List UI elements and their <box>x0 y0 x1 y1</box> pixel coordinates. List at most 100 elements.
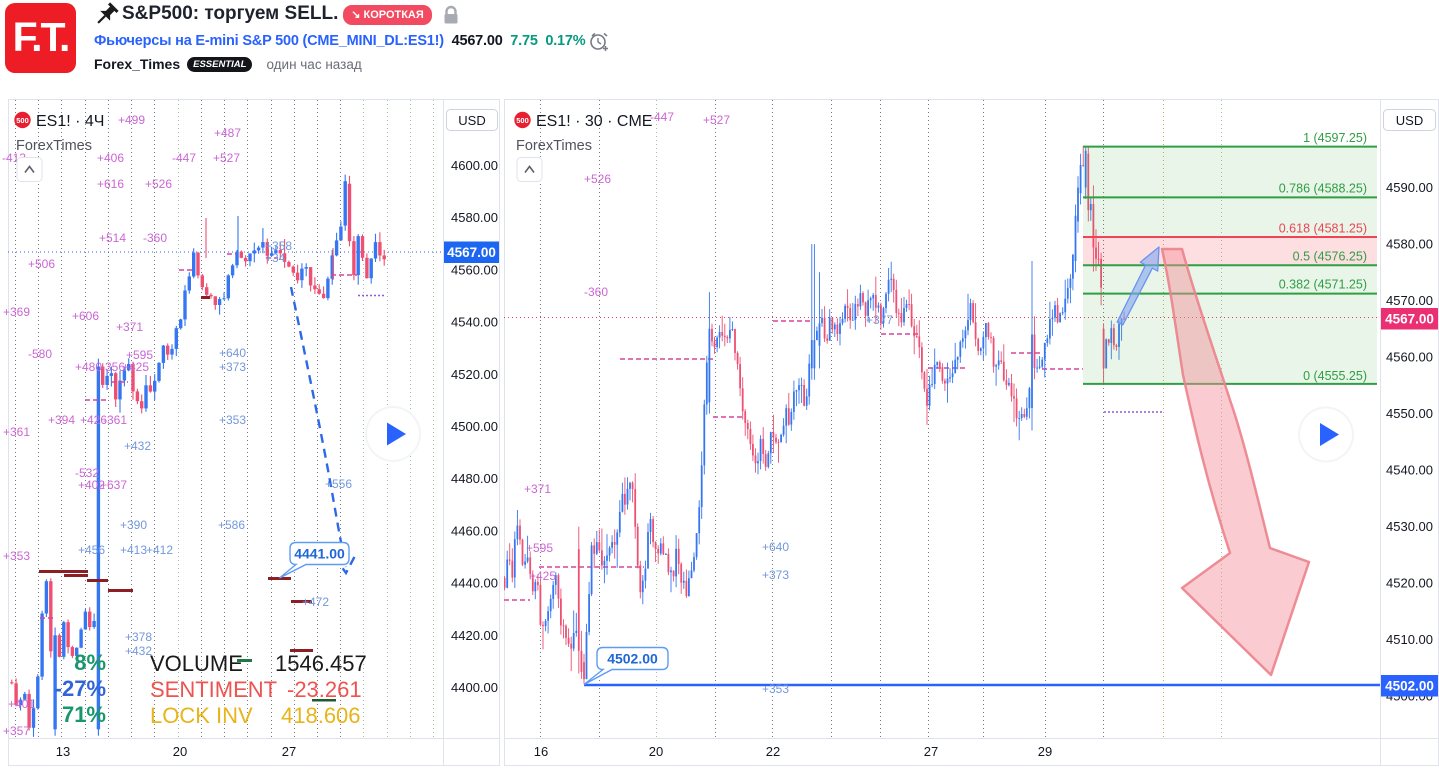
svg-text:-23.261: -23.261 <box>287 677 362 702</box>
svg-text:4441.00: 4441.00 <box>294 546 345 562</box>
svg-text:+402: +402 <box>78 478 105 492</box>
svg-text:0.382 (4571.25): 0.382 (4571.25) <box>1279 278 1367 292</box>
svg-text:-361: -361 <box>103 413 127 427</box>
svg-text:20: 20 <box>649 744 663 759</box>
svg-text:500: 500 <box>16 116 29 125</box>
svg-text:0.618 (4581.25): 0.618 (4581.25) <box>1279 222 1367 236</box>
svg-text:+413: +413 <box>120 543 147 557</box>
svg-text:4480.00: 4480.00 <box>451 471 498 486</box>
svg-text:4420.00: 4420.00 <box>451 628 498 643</box>
svg-text:29: 29 <box>1038 744 1052 759</box>
svg-text:+637: +637 <box>100 478 127 492</box>
svg-text:+526: +526 <box>584 172 611 186</box>
svg-text:+556: +556 <box>325 477 352 491</box>
svg-text:SENTIMENT: SENTIMENT <box>150 677 277 702</box>
svg-text:4520.00: 4520.00 <box>451 367 498 382</box>
svg-text:+412: +412 <box>146 543 173 557</box>
svg-text:+34: +34 <box>265 251 286 265</box>
svg-text:+369: +369 <box>3 305 30 319</box>
svg-text:500: 500 <box>516 116 529 125</box>
svg-text:-447: -447 <box>172 151 196 165</box>
svg-text:+378: +378 <box>125 630 152 644</box>
svg-text:USD: USD <box>458 113 485 128</box>
svg-text:ES1! · 4Ч: ES1! · 4Ч <box>36 113 104 130</box>
svg-text:4540.00: 4540.00 <box>451 315 498 330</box>
svg-text:4460.00: 4460.00 <box>451 523 498 538</box>
svg-text:USD: USD <box>1396 113 1423 128</box>
svg-text:LOCK INV: LOCK INV <box>150 703 253 728</box>
svg-text:+401: +401 <box>8 697 35 711</box>
svg-text:20: 20 <box>173 744 187 759</box>
svg-text:+361: +361 <box>3 425 30 439</box>
svg-text:VOLUME: VOLUME <box>150 651 243 676</box>
svg-text:ForexTimes: ForexTimes <box>16 138 92 154</box>
svg-text:4580.00: 4580.00 <box>1386 237 1433 252</box>
svg-text:+472: +472 <box>302 595 329 609</box>
svg-text:4400.00: 4400.00 <box>451 680 498 695</box>
svg-text:+406: +406 <box>97 151 124 165</box>
svg-text:+616: +616 <box>97 177 124 191</box>
svg-text:0 (4555.25): 0 (4555.25) <box>1303 369 1367 383</box>
svg-text:+506: +506 <box>28 257 55 271</box>
svg-text:+527: +527 <box>703 113 730 127</box>
svg-text:22: 22 <box>766 744 780 759</box>
svg-text:+353: +353 <box>762 682 789 696</box>
svg-text:+371: +371 <box>524 482 551 496</box>
svg-text:-580: -580 <box>28 347 52 361</box>
svg-text:-532: -532 <box>75 466 99 480</box>
svg-text:+432: +432 <box>124 439 151 453</box>
svg-text:+586: +586 <box>218 518 245 532</box>
svg-text:+640: +640 <box>219 346 246 360</box>
svg-text:ForexTimes: ForexTimes <box>516 138 592 154</box>
svg-text:+527: +527 <box>213 151 240 165</box>
svg-text:+499: +499 <box>118 113 145 127</box>
svg-text:+371: +371 <box>116 320 143 334</box>
svg-text:4580.00: 4580.00 <box>451 210 498 225</box>
svg-text:+373: +373 <box>762 568 789 582</box>
svg-text:+353: +353 <box>3 549 30 563</box>
svg-text:8%: 8% <box>74 650 106 675</box>
svg-text:+606: +606 <box>72 309 99 323</box>
svg-text:-360: -360 <box>143 231 167 245</box>
svg-text:-356: -356 <box>101 360 125 374</box>
svg-text:+432: +432 <box>125 644 152 658</box>
svg-text:4550.00: 4550.00 <box>1386 406 1433 421</box>
svg-text:+480: +480 <box>75 360 102 374</box>
svg-text:+377: +377 <box>866 313 893 327</box>
svg-text:+390: +390 <box>120 518 147 532</box>
svg-text:-360: -360 <box>584 285 608 299</box>
svg-text:+353: +353 <box>219 413 246 427</box>
svg-text:+358: +358 <box>265 239 292 253</box>
svg-text:+595: +595 <box>126 348 153 362</box>
svg-text:4502.00: 4502.00 <box>1385 679 1434 694</box>
svg-text:+595: +595 <box>526 541 553 555</box>
svg-text:+425: +425 <box>529 569 556 583</box>
svg-text:4500.00: 4500.00 <box>451 419 498 434</box>
svg-text:4510.00: 4510.00 <box>1386 632 1433 647</box>
svg-text:4560.00: 4560.00 <box>451 262 498 277</box>
svg-text:71%: 71% <box>62 702 106 727</box>
svg-text:4600.00: 4600.00 <box>451 158 498 173</box>
svg-text:+456: +456 <box>78 543 105 557</box>
svg-text:4520.00: 4520.00 <box>1386 576 1433 591</box>
svg-text:1 (4597.25): 1 (4597.25) <box>1303 131 1367 145</box>
svg-text:4590.00: 4590.00 <box>1386 180 1433 195</box>
svg-text:ES1! · 30 · CME: ES1! · 30 · CME <box>536 113 652 130</box>
svg-text:4502.00: 4502.00 <box>607 651 658 667</box>
svg-text:+487: +487 <box>214 126 241 140</box>
svg-text:+373: +373 <box>219 360 246 374</box>
svg-text:+357: +357 <box>3 724 30 738</box>
svg-text:418.606: 418.606 <box>281 703 361 728</box>
svg-text:4540.00: 4540.00 <box>1386 463 1433 478</box>
svg-text:27: 27 <box>282 744 296 759</box>
svg-text:+426: +426 <box>80 413 107 427</box>
svg-text:-27%: -27% <box>55 676 106 701</box>
svg-text:16: 16 <box>534 744 548 759</box>
svg-text:4567.00: 4567.00 <box>447 245 496 260</box>
svg-text:4567.00: 4567.00 <box>1385 312 1434 327</box>
svg-text:0.786 (4588.25): 0.786 (4588.25) <box>1279 182 1367 196</box>
svg-text:27: 27 <box>924 744 938 759</box>
svg-text:4440.00: 4440.00 <box>451 576 498 591</box>
svg-text:4570.00: 4570.00 <box>1386 293 1433 308</box>
svg-text:1546.457: 1546.457 <box>275 651 367 676</box>
